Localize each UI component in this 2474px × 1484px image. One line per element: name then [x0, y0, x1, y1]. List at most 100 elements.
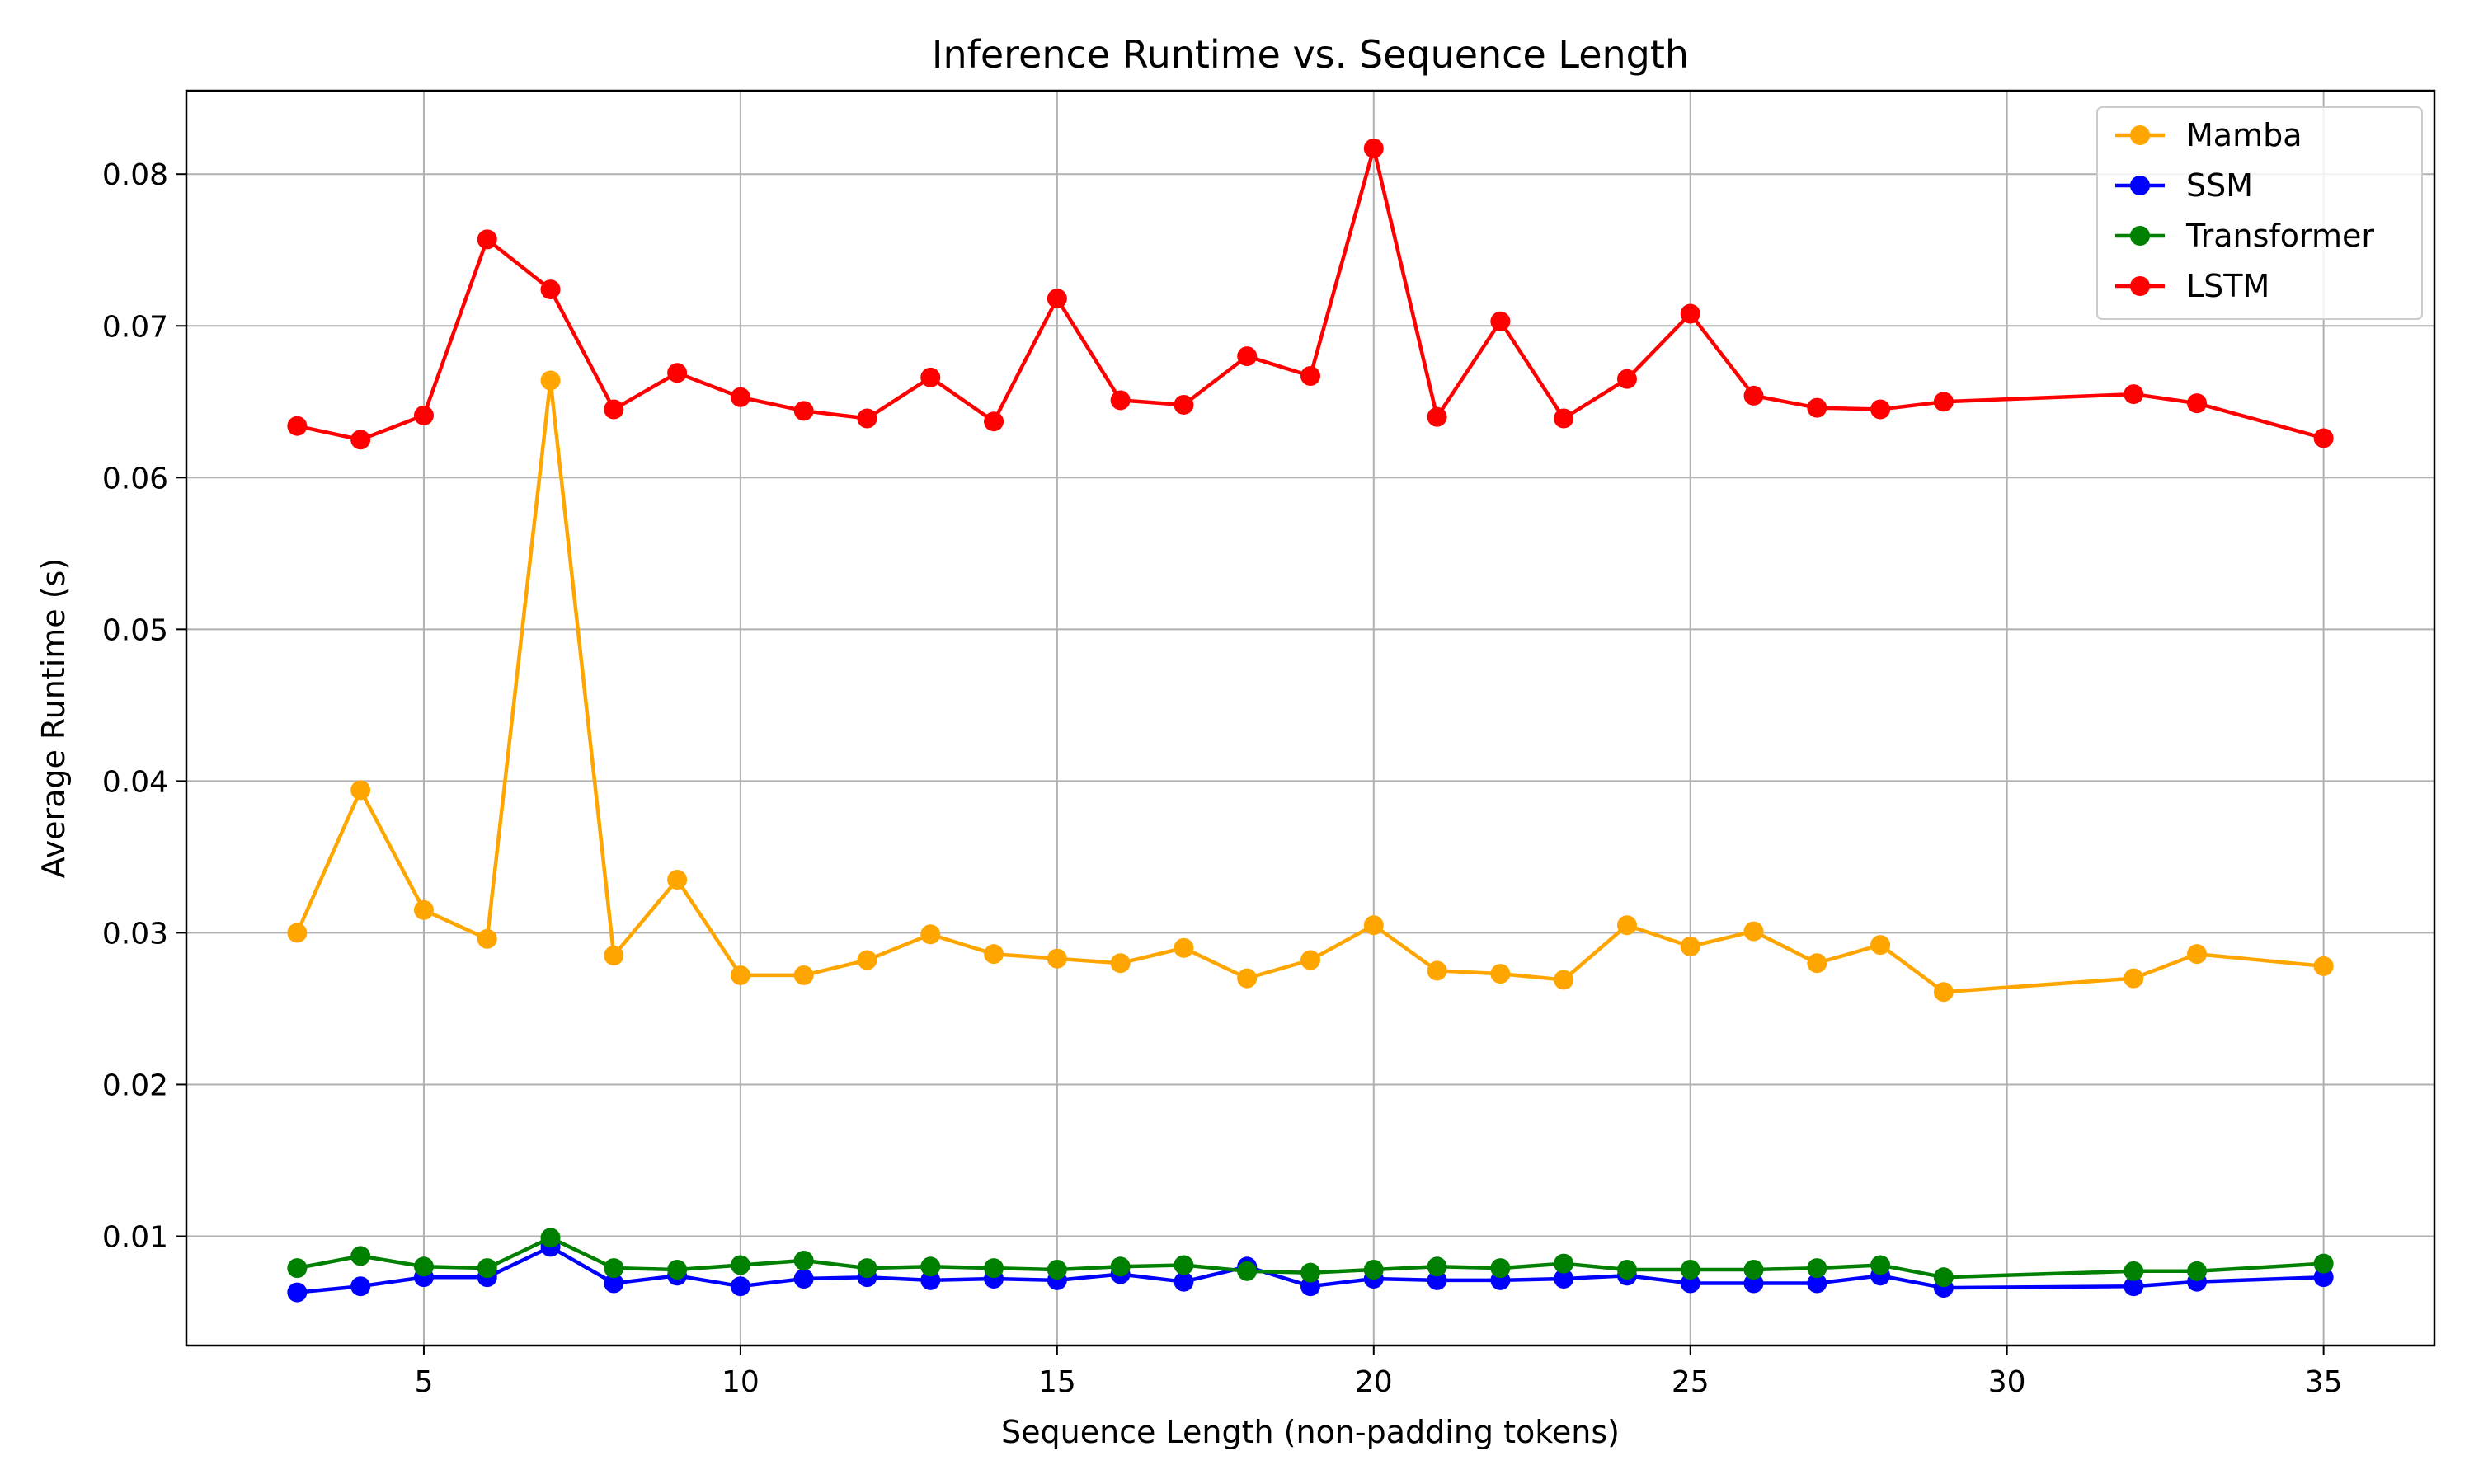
data-point: [604, 946, 624, 966]
legend: Mamba SSM Transformer LSTM: [2096, 106, 2423, 320]
data-point: [413, 899, 434, 920]
data-point: [1427, 1270, 1447, 1290]
legend-marker: [2130, 125, 2150, 145]
legend-item-mamba: Mamba: [2115, 117, 2302, 153]
x-tick-label: 10: [722, 1365, 760, 1399]
data-point: [667, 870, 688, 890]
data-point: [604, 1273, 624, 1294]
data-point: [413, 405, 434, 425]
data-point: [1870, 399, 1891, 420]
data-point: [2124, 384, 2144, 405]
data-point: [1680, 1259, 1700, 1280]
x-tick-label: 20: [1355, 1365, 1393, 1399]
y-tick-label: 0.07: [102, 310, 168, 344]
data-point: [1616, 1259, 1637, 1280]
data-point: [1174, 394, 1194, 415]
series-line: [296, 1236, 2324, 1280]
data-point: [730, 387, 750, 407]
data-point: [1427, 1256, 1447, 1277]
data-point: [1490, 1258, 1511, 1279]
data-point: [1616, 369, 1637, 389]
data-point: [1807, 397, 1827, 418]
data-point: [2313, 1253, 2334, 1274]
data-point: [1427, 960, 1447, 981]
data-point: [287, 1282, 308, 1303]
data-point: [413, 1256, 434, 1277]
data-point: [2313, 1267, 2334, 1288]
data-point: [1490, 964, 1511, 984]
data-point: [1680, 1273, 1700, 1294]
data-point: [1363, 1259, 1384, 1280]
data-point: [604, 399, 624, 420]
x-axis-ticks: 5 10 15 20 25 30 35: [415, 1345, 2343, 1399]
data-point: [287, 923, 308, 943]
data-point: [984, 1258, 1004, 1279]
data-point: [1933, 1267, 1954, 1288]
y-tick-label: 0.08: [102, 158, 168, 192]
legend-item-ssm: SSM: [2115, 167, 2253, 204]
data-point: [1554, 1269, 1574, 1289]
data-point: [1110, 953, 1131, 974]
x-tick-label: 25: [1672, 1365, 1710, 1399]
data-point: [730, 1276, 750, 1297]
x-tick-label: 30: [1988, 1365, 2026, 1399]
data-point: [1174, 937, 1194, 958]
data-point: [477, 1258, 497, 1279]
data-point: [1237, 346, 1258, 367]
data-point: [1554, 408, 1574, 429]
data-point: [2313, 428, 2334, 448]
data-point: [1680, 303, 1700, 324]
data-point: [793, 1250, 814, 1270]
data-point: [1047, 1259, 1067, 1280]
data-point: [1933, 982, 1954, 1003]
y-tick-label: 0.01: [102, 1220, 168, 1254]
series-mamba: [287, 370, 2334, 1003]
data-point: [1743, 1259, 1764, 1280]
data-point: [2187, 1261, 2208, 1281]
data-point: [667, 1259, 688, 1280]
data-point: [984, 411, 1004, 432]
data-point: [1300, 950, 1320, 970]
data-point: [1933, 392, 1954, 412]
data-point: [1554, 970, 1574, 990]
data-point: [604, 1258, 624, 1279]
data-point: [984, 944, 1004, 965]
series-ssm: [287, 1237, 2334, 1303]
data-point: [1743, 1273, 1764, 1294]
data-point: [1300, 365, 1320, 386]
data-point: [920, 367, 941, 387]
chart-title: Inference Runtime vs. Sequence Length: [932, 32, 1689, 77]
data-point: [1300, 1276, 1320, 1297]
data-point: [920, 1256, 941, 1277]
data-point: [477, 229, 497, 250]
series-line: [296, 146, 2325, 442]
data-point: [477, 928, 497, 949]
legend-label: Transformer: [2185, 218, 2374, 254]
plot-frame: [185, 89, 2436, 1347]
data-point: [1680, 936, 1700, 956]
data-point: [1743, 921, 1764, 942]
data-point: [1174, 1255, 1194, 1275]
y-tick-label: 0.04: [102, 765, 168, 799]
legend-marker: [2130, 226, 2150, 246]
data-point: [1807, 953, 1827, 974]
data-point: [730, 1255, 750, 1275]
data-point: [1047, 948, 1067, 969]
data-point: [287, 1258, 308, 1279]
data-point: [920, 924, 941, 945]
data-point: [2124, 1276, 2144, 1297]
legend-marker: [2130, 176, 2150, 195]
data-point: [2187, 393, 2208, 414]
series-transformer: [287, 1228, 2334, 1288]
data-point: [350, 430, 371, 450]
data-point: [1047, 289, 1067, 309]
series-lstm: [287, 138, 2334, 450]
data-point: [2187, 944, 2208, 965]
data-point: [857, 408, 877, 429]
data-point: [350, 1246, 371, 1266]
legend-label: SSM: [2186, 167, 2253, 204]
series-layer: [287, 138, 2334, 1303]
x-tick-label: 35: [2305, 1365, 2343, 1399]
data-point: [540, 1228, 561, 1248]
legend-marker: [2130, 276, 2150, 296]
